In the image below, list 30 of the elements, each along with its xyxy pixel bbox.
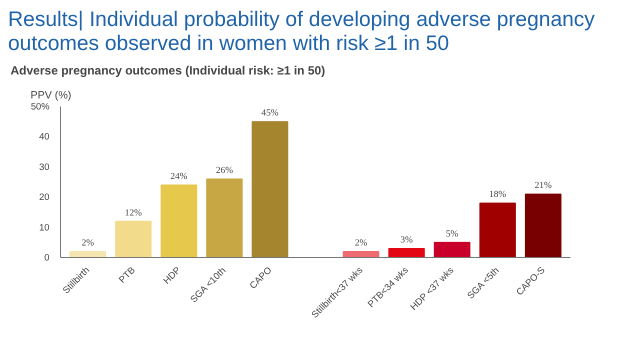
bar bbox=[160, 184, 198, 258]
data-label: 45% bbox=[261, 108, 279, 119]
y-tick-label: 40 bbox=[39, 132, 50, 142]
y-tick-label: 30 bbox=[39, 162, 50, 172]
data-label: 18% bbox=[489, 190, 506, 200]
data-label: 2% bbox=[354, 238, 368, 249]
y-tick-label: 50% bbox=[30, 102, 50, 112]
y-axis-title: PPV (%) bbox=[30, 90, 72, 102]
bar bbox=[252, 121, 288, 258]
y-tick-label: 20 bbox=[39, 192, 50, 202]
y-tick-label: 0 bbox=[44, 252, 50, 263]
chart-title: Results| Individual probability of developing adverse pregnancy outcomes observed in women with risk ≥1 in 50 bbox=[8, 8, 596, 56]
y-tick-label: 10 bbox=[39, 222, 50, 233]
bar bbox=[115, 221, 152, 258]
x-tick-label: PTB bbox=[116, 265, 137, 286]
data-label: 2% bbox=[82, 238, 94, 249]
data-label: 21% bbox=[534, 181, 552, 192]
bar bbox=[206, 178, 243, 258]
data-label: 5% bbox=[446, 230, 459, 240]
data-label: 26% bbox=[216, 166, 234, 176]
bar bbox=[388, 248, 425, 258]
bar bbox=[524, 194, 562, 258]
bar bbox=[434, 242, 470, 258]
bar bbox=[70, 251, 106, 258]
data-label: 24% bbox=[170, 172, 188, 182]
data-label: 12% bbox=[124, 208, 142, 219]
data-label: 3% bbox=[400, 236, 414, 246]
bar bbox=[479, 202, 516, 258]
bar bbox=[342, 251, 380, 258]
chart-subtitle: Adverse pregnancy outcomes (Individual risk: ≥1 in 50) bbox=[10, 64, 326, 78]
